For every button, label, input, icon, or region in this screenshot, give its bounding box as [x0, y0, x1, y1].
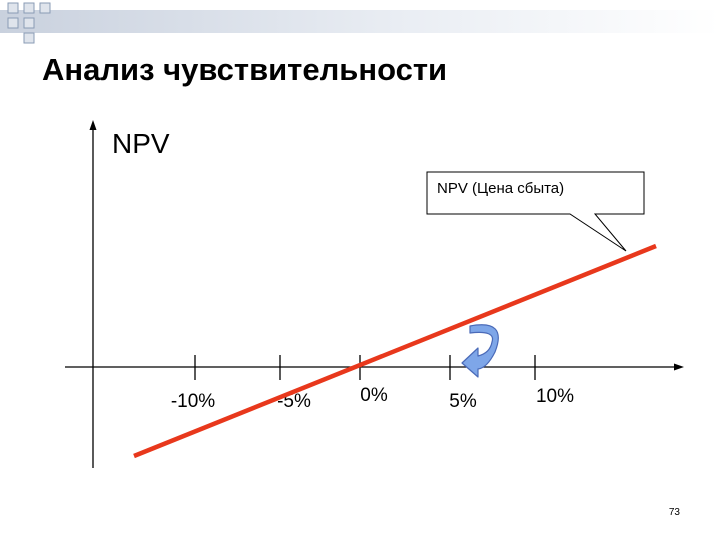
- y-axis-arrowhead: [89, 120, 97, 130]
- header-squares: [7, 2, 51, 44]
- callout-text: NPV (Цена сбыта): [437, 180, 564, 197]
- callout: NPV (Цена сбыта): [426, 171, 645, 252]
- x-tick-label: 10%: [536, 386, 574, 407]
- x-tick-label: 5%: [449, 391, 477, 412]
- npv-line: [133, 243, 657, 459]
- rotation-arrow-icon: [461, 324, 499, 378]
- page-number: 73: [668, 507, 680, 518]
- callout-box: [426, 171, 645, 252]
- axes: [65, 120, 684, 468]
- header-decoration: [0, 2, 720, 44]
- y-axis-label: NPV: [112, 128, 170, 159]
- x-tick-labels: -10% -5% 0% 5% 10%: [171, 385, 574, 412]
- x-axis-arrowhead: [674, 363, 684, 371]
- slide-title: Анализ чувствительности: [42, 52, 448, 87]
- x-tick-label: 0%: [360, 385, 388, 406]
- header-bar: [0, 10, 720, 33]
- x-tick-label: -10%: [171, 391, 215, 412]
